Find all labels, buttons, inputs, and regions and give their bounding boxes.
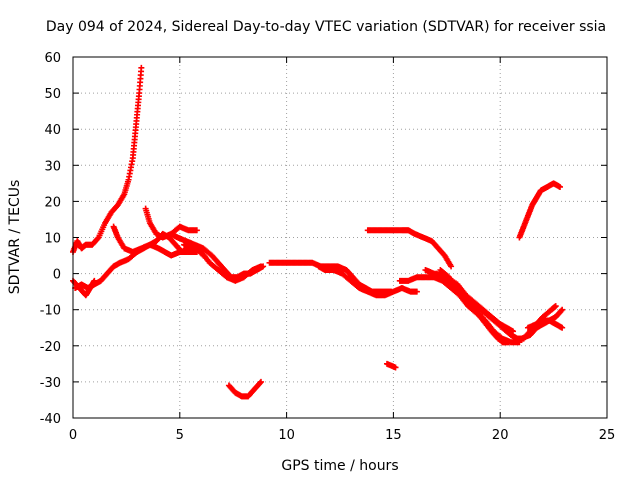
y-tick-label: 50 [44, 87, 61, 102]
y-tick-label: 10 [44, 232, 61, 247]
x-tick-label: 10 [278, 428, 295, 443]
series-arc-1 [70, 64, 145, 255]
y-tick-label: 30 [44, 159, 61, 174]
series-arc-17 [441, 274, 512, 346]
y-tick-label: 40 [44, 123, 61, 138]
data-point [257, 263, 264, 270]
y-tick-label: -30 [40, 376, 61, 391]
data-point [193, 227, 200, 234]
chart-title: Day 094 of 2024, Sidereal Day-to-day VTE… [46, 19, 606, 35]
y-tick-label: 20 [44, 195, 61, 210]
y-tick-label: 0 [53, 268, 61, 283]
data-points [70, 64, 566, 400]
y-tick-label: 60 [44, 51, 61, 66]
series-arc-9 [266, 259, 395, 295]
y-axis-label: SDTVAR / TECUs [7, 180, 23, 295]
data-point [448, 263, 455, 270]
series-arc-5 [142, 205, 200, 241]
axis-ticks: 0 5 10 15 20 25 -40 -30 -20 -10 0 10 20 30 40 50 60 [40, 51, 616, 443]
series-arc-10 [315, 263, 420, 299]
x-axis-label: GPS time / hours [281, 458, 398, 474]
data-point [257, 378, 264, 385]
data-point [510, 328, 517, 335]
data-point [552, 303, 559, 310]
data-point [558, 307, 565, 314]
data-point [138, 64, 145, 71]
data-point [559, 324, 566, 331]
data-point [559, 306, 566, 313]
data-point [392, 364, 399, 371]
data-point [505, 339, 512, 346]
series-arc-11 [364, 227, 455, 270]
data-point [257, 379, 264, 386]
y-tick-label: -20 [40, 340, 61, 355]
y-tick-label: -10 [40, 304, 61, 319]
x-tick-label: 25 [599, 428, 616, 443]
data-point [557, 183, 564, 190]
data-point [94, 235, 101, 242]
series-arc-19 [524, 317, 566, 331]
x-tick-label: 15 [385, 428, 402, 443]
y-tick-label: -40 [40, 412, 61, 427]
series-arc-8 [225, 378, 264, 400]
grid [73, 57, 607, 418]
series-arc-20 [516, 180, 564, 241]
x-tick-label: 5 [176, 428, 184, 443]
series-arc-12 [383, 360, 399, 371]
x-tick-label: 0 [69, 428, 77, 443]
data-point [413, 288, 420, 295]
series-arc-7 [181, 241, 264, 284]
x-tick-label: 20 [492, 428, 509, 443]
